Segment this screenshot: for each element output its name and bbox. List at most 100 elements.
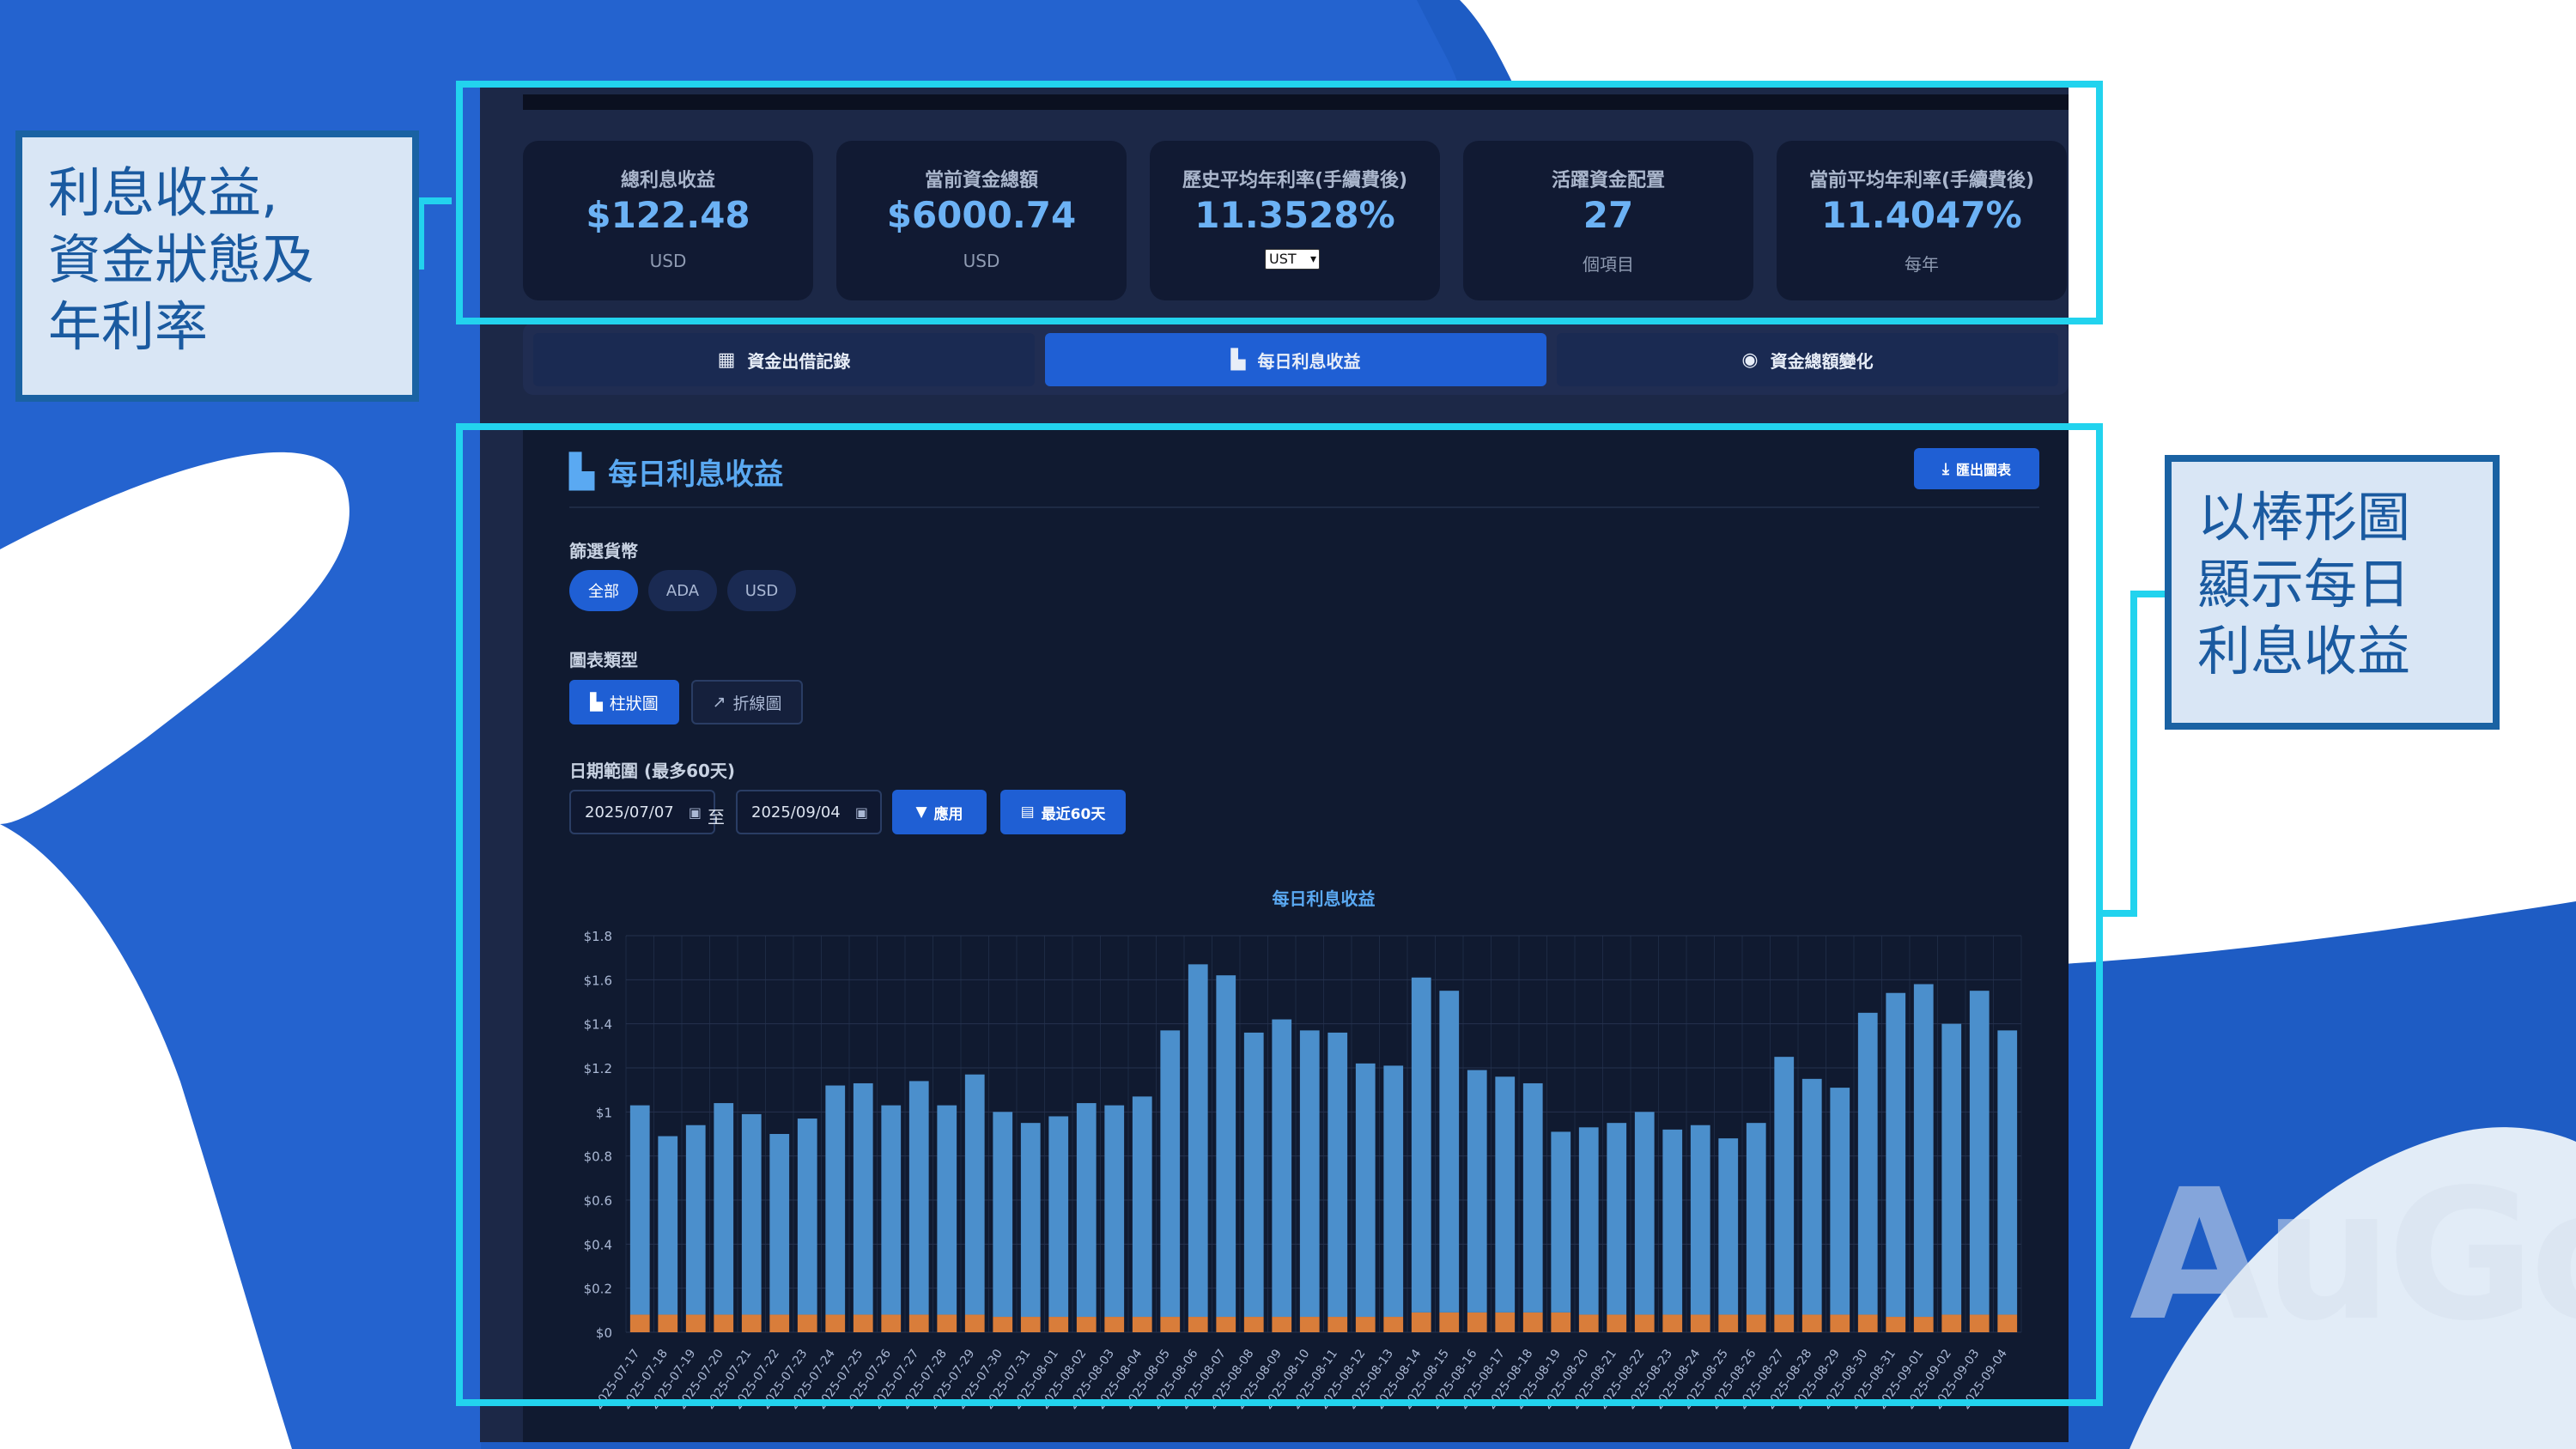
date-to-input[interactable]: 2025/09/04 ▣ bbox=[736, 790, 882, 834]
callout-line: 以棒形圖 bbox=[2197, 486, 2411, 549]
tab-lending-records[interactable]: ▦ 資金出借記錄 bbox=[533, 333, 1035, 386]
line-chart-label: 折線圖 bbox=[732, 694, 782, 713]
stats-row: 總利息收益 $122.48 USD 當前資金總額 $6000.74 USD 歷史… bbox=[523, 141, 2069, 300]
tab-fund-total-changes[interactable]: ◉ 資金總額變化 bbox=[1557, 333, 2058, 386]
chart-bar-segment bbox=[1020, 1317, 1041, 1332]
y-tick-label: $1.2 bbox=[584, 1061, 612, 1076]
apply-label: 應用 bbox=[933, 805, 963, 823]
chart-bar-segment bbox=[1411, 977, 1431, 1313]
chart-bar-segment bbox=[1132, 1096, 1152, 1318]
chart-bar-segment bbox=[1746, 1314, 1766, 1332]
chart-bar-segment bbox=[1746, 1123, 1766, 1315]
panel-divider bbox=[569, 506, 2039, 508]
stat-value: $6000.74 bbox=[886, 194, 1077, 236]
chart-bar-segment bbox=[1355, 1317, 1376, 1332]
chart-bar-segment bbox=[1801, 1078, 1822, 1315]
chart-bar-segment bbox=[1383, 1317, 1404, 1332]
chart-bar-segment bbox=[1941, 1314, 1962, 1332]
chart-type-label: 圖表類型 bbox=[569, 650, 638, 670]
chart-bar-segment bbox=[1718, 1314, 1739, 1332]
chart-bar-segment bbox=[1578, 1127, 1599, 1315]
callout-line: 顯示每日 bbox=[2197, 553, 2411, 615]
chart-bar-segment bbox=[1634, 1112, 1655, 1315]
chart-bar-segment bbox=[853, 1082, 873, 1315]
y-tick-label: $1 bbox=[596, 1105, 612, 1120]
chart-bar-segment bbox=[1132, 1317, 1152, 1332]
tab-label: 資金總額變化 bbox=[1770, 350, 1874, 372]
chart-bar-segment bbox=[1048, 1317, 1069, 1332]
stat-label: 歷史平均年利率(手續費後) bbox=[1182, 170, 1408, 191]
stat-value: $122.48 bbox=[586, 194, 750, 236]
chart-bar-segment bbox=[714, 1314, 734, 1332]
y-tick-label: $1.8 bbox=[584, 929, 612, 944]
chart-bar-segment bbox=[1495, 1312, 1516, 1332]
top-bar bbox=[523, 94, 2069, 110]
chart-bar-segment bbox=[1243, 1032, 1264, 1318]
chart-bar-segment bbox=[1188, 1317, 1208, 1332]
stat-unit: USD bbox=[649, 251, 687, 271]
bar-chart-icon: ▙ bbox=[569, 452, 595, 490]
chart-bar-segment bbox=[1327, 1317, 1348, 1332]
date-range-label: 日期範圍 (最多60天) bbox=[569, 761, 736, 781]
stat-value: 27 bbox=[1583, 194, 1634, 236]
y-tick-label: $0.6 bbox=[584, 1193, 612, 1209]
callout-connector-left bbox=[417, 197, 452, 204]
apply-filter-button[interactable]: ▼ 應用 bbox=[892, 790, 987, 834]
tab-label: 每日利息收益 bbox=[1257, 350, 1361, 372]
chart-bar-segment bbox=[1774, 1057, 1795, 1315]
stat-label: 當前平均年利率(手續費後) bbox=[1808, 170, 2035, 191]
currency-pill-ada[interactable]: ADA bbox=[648, 570, 717, 611]
y-tick-label: $1.6 bbox=[584, 973, 612, 988]
date-to-value: 2025/09/04 bbox=[751, 803, 841, 822]
augo-watermark: AuGo bbox=[2129, 1150, 2576, 1361]
y-tick-label: $0 bbox=[596, 1325, 612, 1341]
tab-label: 資金出借記錄 bbox=[747, 350, 851, 372]
stat-card-current-funds: 當前資金總額 $6000.74 USD bbox=[836, 141, 1127, 300]
chart-bar-segment bbox=[825, 1314, 846, 1332]
chart-bar-segment bbox=[1607, 1314, 1627, 1332]
stat-card-historical-rate: 歷史平均年利率(手續費後) 11.3528% UST ▾ bbox=[1150, 141, 1440, 300]
bar-chart-button[interactable]: ▙ 柱狀圖 bbox=[569, 680, 679, 724]
bar-chart-icon: ▙ bbox=[1230, 349, 1246, 371]
table-icon: ▦ bbox=[717, 349, 736, 371]
line-chart-button[interactable]: ↗ 折線圖 bbox=[691, 680, 803, 724]
chart-bar-segment bbox=[1439, 1312, 1460, 1332]
export-chart-button[interactable]: ⤓ 匯出圖表 bbox=[1914, 448, 2039, 489]
stat-unit: 每年 bbox=[1905, 254, 1939, 275]
callout-stats: 利息收益, 資金狀態及 年利率 bbox=[15, 130, 419, 402]
callout-line: 利息收益 bbox=[2197, 620, 2411, 682]
chart-bar-segment bbox=[1662, 1314, 1683, 1332]
chart-bar-segment bbox=[1104, 1105, 1125, 1318]
chart-bar-segment bbox=[908, 1081, 929, 1315]
chart-bar-segment bbox=[1522, 1082, 1543, 1313]
chart-bar-segment bbox=[1578, 1314, 1599, 1332]
chart-bar-segment bbox=[797, 1314, 817, 1332]
chart-bar-segment bbox=[1104, 1317, 1125, 1332]
currency-pill-usd[interactable]: USD bbox=[727, 570, 796, 611]
dashboard-app: 總利息收益 $122.48 USD 當前資金總額 $6000.74 USD 歷史… bbox=[480, 86, 2069, 1442]
chart-bar-segment bbox=[881, 1314, 902, 1332]
bar-chart-icon: ▙ bbox=[590, 693, 603, 712]
tab-daily-interest[interactable]: ▙ 每日利息收益 bbox=[1045, 333, 1546, 386]
filter-icon: ▼ bbox=[915, 803, 927, 821]
calendar-icon: ▣ bbox=[854, 803, 868, 821]
stat-card-total-interest: 總利息收益 $122.48 USD bbox=[523, 141, 813, 300]
daily-interest-panel: ▙ 每日利息收益 ⤓ 匯出圖表 篩選貨幣 全部 ADA USD 圖表類型 ▙ 柱… bbox=[523, 429, 2069, 1442]
recent-60-days-button[interactable]: ▤ 最近60天 bbox=[1000, 790, 1126, 834]
chart-bar-segment bbox=[1886, 992, 1906, 1318]
chart-bar-segment bbox=[1522, 1312, 1543, 1332]
chart-bar-segment bbox=[1607, 1123, 1627, 1315]
chart-bar-segment bbox=[1216, 1317, 1236, 1332]
chart-bar-segment bbox=[1243, 1317, 1264, 1332]
chart-bar-segment bbox=[1272, 1019, 1292, 1318]
chart-bar-segment bbox=[1634, 1314, 1655, 1332]
currency-select[interactable]: UST ▾ bbox=[1265, 249, 1320, 270]
currency-pill-all[interactable]: 全部 bbox=[569, 570, 638, 611]
chart-bar-segment bbox=[1774, 1314, 1795, 1332]
chart-bar-segment bbox=[1857, 1012, 1878, 1315]
export-chart-label: 匯出圖表 bbox=[1955, 462, 2011, 478]
date-from-input[interactable]: 2025/07/07 ▣ bbox=[569, 790, 715, 834]
date-to-separator: 至 bbox=[708, 807, 725, 828]
panel-title: ▙ 每日利息收益 bbox=[569, 448, 783, 494]
chart-bar-segment bbox=[1020, 1123, 1041, 1318]
